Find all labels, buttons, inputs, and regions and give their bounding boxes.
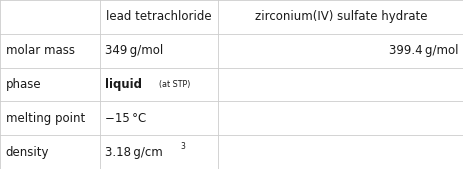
- Text: 399.4 g/mol: 399.4 g/mol: [388, 44, 457, 57]
- Text: molar mass: molar mass: [6, 44, 75, 57]
- Text: (at STP): (at STP): [158, 80, 190, 89]
- Text: density: density: [6, 146, 49, 159]
- Text: phase: phase: [6, 78, 41, 91]
- Text: melting point: melting point: [6, 112, 85, 125]
- Text: 3.18 g/cm: 3.18 g/cm: [105, 146, 163, 159]
- Text: 3: 3: [181, 141, 185, 151]
- Text: liquid: liquid: [105, 78, 142, 91]
- Text: zirconium(IV) sulfate hydrate: zirconium(IV) sulfate hydrate: [254, 10, 426, 23]
- Text: −15 °C: −15 °C: [105, 112, 146, 125]
- Text: lead tetrachloride: lead tetrachloride: [106, 10, 211, 23]
- Text: 349 g/mol: 349 g/mol: [105, 44, 163, 57]
